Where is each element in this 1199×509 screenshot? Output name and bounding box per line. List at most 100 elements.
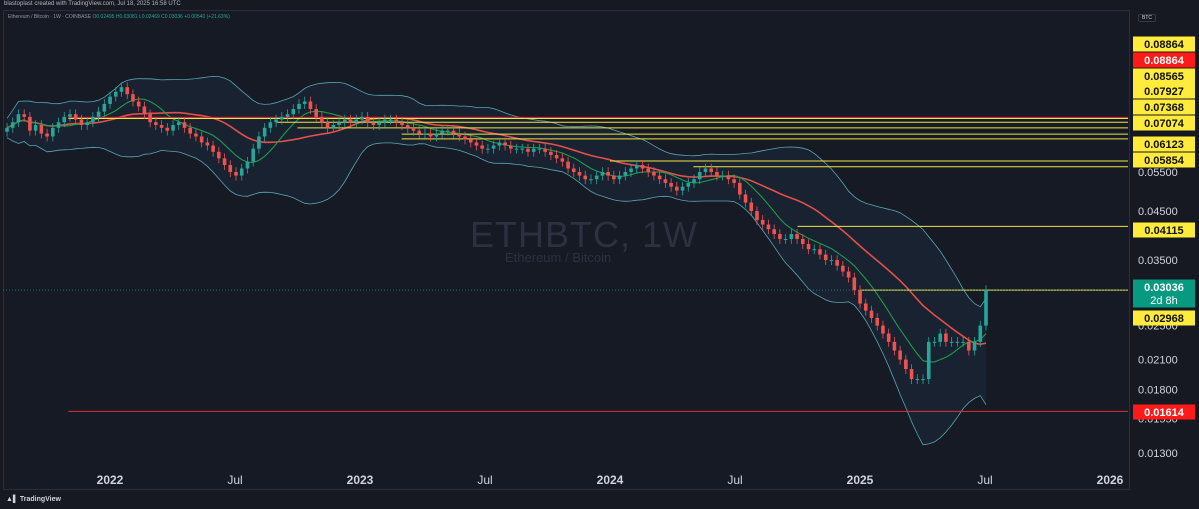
candle-body (766, 224, 771, 230)
candle-body (760, 219, 765, 225)
bollinger-lower (6, 137, 987, 446)
candle-body (669, 182, 673, 187)
candle-body (772, 229, 776, 235)
tradingview-logo: ▲▌ TradingView (6, 496, 61, 503)
candle-body (354, 119, 359, 123)
candle-body (348, 119, 353, 123)
candle-body (835, 260, 839, 266)
candle-body (365, 116, 370, 123)
candle-body (205, 142, 210, 146)
price-badge-box (1133, 36, 1195, 52)
candle-body (480, 145, 484, 149)
candle-body (955, 341, 960, 343)
candle-body (743, 194, 748, 203)
y-tick-label: 0.05500 (1138, 167, 1178, 179)
candle-body (686, 182, 691, 187)
candle-body (738, 182, 742, 195)
candle-body (720, 175, 725, 177)
candle-body (119, 87, 124, 92)
attribution-bar: blastoplast created with TradingView.com… (0, 0, 1199, 9)
x-tick-label: 2022 (97, 473, 124, 487)
x-tick-label: 2026 (1097, 473, 1124, 487)
candle-body (22, 114, 26, 117)
price-badge-label: 0.07927 (1144, 86, 1184, 98)
candle-body (509, 145, 513, 149)
candle-body (217, 151, 221, 159)
candle-body (531, 148, 536, 152)
candle-body (726, 175, 731, 180)
candle-body (428, 133, 433, 137)
currency-badge[interactable]: BTC (1138, 14, 1156, 22)
candle-body (938, 333, 942, 342)
candle-body (440, 130, 444, 134)
tv-brand: TradingView (19, 496, 61, 503)
candle-body (486, 148, 490, 150)
candle-body (262, 127, 267, 137)
candle-body (16, 114, 21, 123)
candle-body (852, 277, 857, 291)
candle-body (829, 260, 834, 262)
candle-body (806, 244, 811, 250)
candle-body (388, 119, 393, 121)
y-tick-label: 0.03500 (1138, 255, 1178, 267)
candle-body (549, 151, 553, 156)
candle-body (904, 359, 908, 370)
candle-body (503, 142, 507, 146)
candle-body (600, 172, 605, 176)
candle-body (543, 148, 547, 152)
candle-body (491, 145, 496, 149)
candle-body (869, 310, 874, 318)
candle-body (274, 119, 278, 123)
candle-body (921, 379, 925, 381)
x-tick-label: 2025 (847, 473, 874, 487)
candle-body (371, 122, 376, 126)
candle-body (818, 249, 822, 255)
price-badge-box (1133, 99, 1195, 115)
candle-body (783, 238, 788, 240)
candle-body (302, 101, 307, 104)
candle-body (514, 148, 519, 150)
candle-body (411, 127, 416, 131)
candle-body (194, 133, 198, 137)
candle-body (451, 130, 456, 134)
candle-body (926, 341, 931, 380)
price-badge-box (1133, 52, 1195, 68)
price-badge-label: 0.06123 (1144, 139, 1184, 151)
candle-body (846, 271, 851, 278)
candle-body (297, 103, 301, 109)
candle-body (28, 116, 32, 131)
y-tick-label: 0.01800 (1138, 385, 1178, 397)
candle-body (732, 179, 736, 183)
candle-body (703, 168, 708, 172)
tv-logo-icon: ▲▌ (6, 496, 18, 503)
candle-body (961, 341, 965, 343)
candle-body (881, 325, 885, 334)
candle-body (749, 202, 754, 212)
y-tick-label: 0.01300 (1138, 448, 1178, 460)
candle-body (154, 122, 158, 126)
candle-body (342, 119, 347, 123)
candle-body (188, 127, 193, 134)
candle-body (932, 341, 937, 343)
candle-body (692, 179, 696, 183)
candle-body (125, 87, 130, 95)
attribution-text: blastoplast created with TradingView.com… (4, 1, 181, 7)
candle-body (634, 165, 639, 169)
price-badge-label: 0.02968 (1144, 313, 1184, 325)
candle-body (280, 116, 284, 120)
candle-body (33, 125, 38, 131)
candle-body (182, 122, 187, 128)
price-badge-label: 0.07368 (1144, 102, 1184, 114)
watermark-name: Ethereum / Bitcoin (505, 250, 612, 265)
candle-body (245, 161, 250, 169)
candle-body (131, 94, 135, 102)
candle-body (778, 234, 782, 239)
price-badge-box (1133, 115, 1195, 131)
candle-body (623, 172, 628, 176)
candle-body (892, 341, 897, 351)
candle-body (394, 119, 399, 123)
candle-body (612, 175, 616, 180)
price-badge-label: 0.07074 (1144, 118, 1185, 130)
candle-body (577, 172, 582, 176)
